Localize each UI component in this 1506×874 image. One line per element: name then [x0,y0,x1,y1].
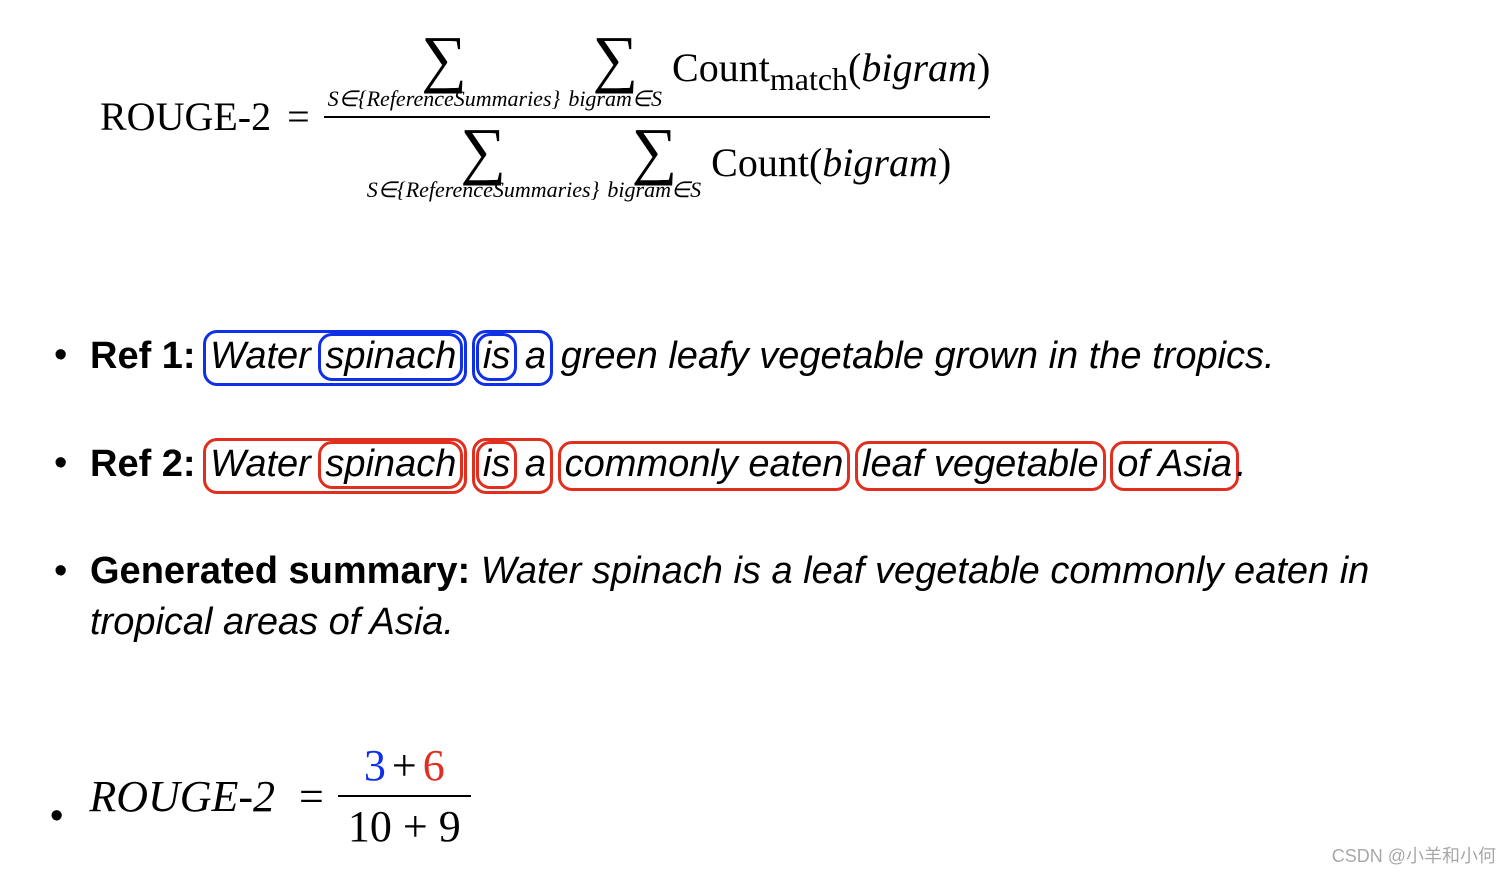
func-subscript: match [770,61,848,97]
sum-over-bigrams: ∑ bigram∈S [607,122,701,204]
sigma-icon: ∑ [421,30,467,88]
func-arg: bigram [822,140,938,185]
formula2-lhs: ROUGE-2 [89,771,275,822]
ref1-label: Ref 1: [90,335,206,377]
generated-label: Generated summary: [90,550,481,592]
plus-sign: + [392,741,417,790]
sigma-icon: ∑ [631,122,677,180]
sum-over-references: ∑ S∈{ReferenceSummaries} [367,122,600,204]
count-match-term: Countmatch(bigram) [672,44,990,98]
ref2-sentence: Water spinach is a commonly eaten leaf v… [206,443,1246,485]
word: Water [210,443,321,485]
watermark: CSDN @小羊和小何 [1332,842,1496,868]
sum-over-references: ∑ S∈{ReferenceSummaries} [328,30,561,112]
paren-close: ) [977,45,990,90]
ref1-sentence: Water spinach is a green leafy vegetable… [206,335,1274,377]
page: ROUGE-2 = ∑ S∈{ReferenceSummaries} ∑ big… [0,0,1506,874]
bigram-match-blue: spinach [318,333,463,381]
example-list: Ref 1: Water spinach is a green leafy ve… [50,330,1390,700]
word: Water [210,335,321,377]
word: a [514,443,546,485]
bigram-match-red: leaf vegetable [855,441,1106,491]
sigma-icon: ∑ [460,122,506,180]
rouge2-definition-formula: ROUGE-2 = ∑ S∈{ReferenceSummaries} ∑ big… [100,30,990,203]
func-name: Count [672,45,770,90]
denominator: ∑ S∈{ReferenceSummaries} ∑ bigram∈S Coun… [363,122,951,204]
equals-sign: = [287,93,310,140]
rouge2-computation-item: • ROUGE-2 = 3+6 10 + 9 [50,740,471,852]
fraction-bar [338,795,471,797]
func-arg: bigram [861,45,977,90]
sum1-subscript: S∈{ReferenceSummaries} [367,177,600,203]
paren-open: ( [848,45,861,90]
ref2-label: Ref 2: [90,443,206,485]
paren-open: ( [809,140,822,185]
bigram-match-blue: Water spinach [203,330,467,386]
bigram-match-red: of Asia [1110,441,1239,491]
ref1-match-count: 3 [364,741,386,790]
sum2-subscript: bigram∈S [607,177,701,203]
func-name: Count [711,140,809,185]
bigram-match-blue: is [476,333,517,381]
ref1-tail: green leafy vegetable grown in the tropi… [550,335,1275,377]
numerator: 3+6 [354,740,455,791]
bigram-match-red: commonly eaten [558,441,851,491]
denominator: 10 + 9 [338,801,471,852]
ref2-tail: . [1236,443,1247,485]
bigram-match-red: Water spinach [203,438,467,494]
count-term: Count(bigram) [711,139,951,186]
formula-lhs: ROUGE-2 [100,93,271,140]
sigma-icon: ∑ [592,30,638,88]
paren-close: ) [938,140,951,185]
ref1-item: Ref 1: Water spinach is a green leafy ve… [50,330,1390,386]
ref2-match-count: 6 [423,741,445,790]
bullet-dot-icon: • [50,795,63,838]
generated-summary-item: Generated summary: Water spinach is a le… [50,546,1390,649]
bigram-match-red: is a [472,438,553,494]
fraction: ∑ S∈{ReferenceSummaries} ∑ bigram∈S Coun… [324,30,991,203]
numerator: ∑ S∈{ReferenceSummaries} ∑ bigram∈S Coun… [324,30,991,112]
sum-over-bigrams: ∑ bigram∈S [568,30,662,112]
bigram-match-red: spinach [318,441,463,489]
equals-sign: = [299,771,324,822]
bigram-match-blue: is a [472,330,553,386]
rouge2-computation-formula: ROUGE-2 = 3+6 10 + 9 [89,740,470,852]
sum2-subscript: bigram∈S [568,86,662,112]
sum1-subscript: S∈{ReferenceSummaries} [328,86,561,112]
ref2-item: Ref 2: Water spinach is a commonly eaten… [50,438,1390,494]
word: a [514,335,546,377]
bigram-match-red: is [476,441,517,489]
fraction: 3+6 10 + 9 [338,740,471,852]
